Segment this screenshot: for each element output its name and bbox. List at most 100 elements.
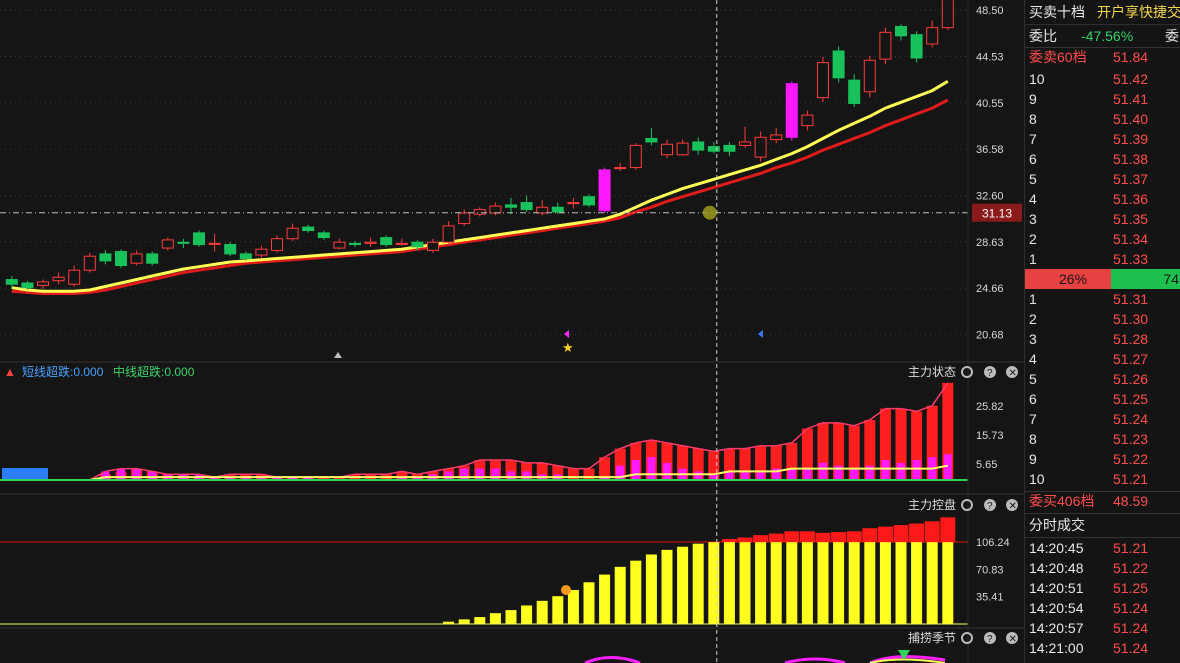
- candle[interactable]: [770, 127, 783, 144]
- gear-icon[interactable]: [961, 366, 973, 378]
- sell-level-row[interactable]: 5 51.37: [1025, 169, 1180, 189]
- candle[interactable]: [505, 197, 517, 215]
- candle[interactable]: [879, 27, 892, 64]
- candle[interactable]: [583, 194, 595, 208]
- sell-level-row[interactable]: 1 51.33: [1025, 249, 1180, 269]
- candle[interactable]: [442, 221, 455, 245]
- candle[interactable]: [645, 127, 658, 146]
- close-icon[interactable]: [1006, 499, 1018, 511]
- candle[interactable]: [255, 245, 268, 259]
- trade-row[interactable]: 14:20:51 51.25: [1025, 578, 1180, 598]
- buy-level-row[interactable]: 2 51.30: [1025, 309, 1180, 329]
- candle[interactable]: [614, 162, 627, 172]
- candle[interactable]: [848, 74, 861, 107]
- candle[interactable]: [21, 280, 34, 291]
- trade-row[interactable]: 14:21:00 51.24: [1025, 638, 1180, 658]
- sell-level-row[interactable]: 10 51.42: [1025, 69, 1180, 89]
- candle[interactable]: [754, 131, 767, 162]
- candle[interactable]: [239, 251, 252, 261]
- candle[interactable]: [427, 238, 439, 253]
- candle[interactable]: [146, 251, 159, 266]
- candle[interactable]: [411, 239, 424, 251]
- candle[interactable]: [707, 141, 720, 154]
- gear-icon[interactable]: [961, 499, 973, 511]
- candle[interactable]: [395, 238, 408, 246]
- candle[interactable]: [177, 238, 190, 249]
- buy-level-row[interactable]: 3 51.28: [1025, 329, 1180, 349]
- candle[interactable]: [99, 250, 112, 265]
- candle[interactable]: [161, 237, 174, 251]
- trade-row[interactable]: 14:20:48 51.22: [1025, 558, 1180, 578]
- candle[interactable]: [208, 234, 221, 252]
- fishing-season-panel[interactable]: [0, 627, 1024, 663]
- candle[interactable]: [551, 202, 564, 215]
- sell-level-row[interactable]: 9 51.41: [1025, 89, 1180, 109]
- candle[interactable]: [801, 110, 814, 131]
- candle[interactable]: [692, 137, 705, 155]
- candle[interactable]: [224, 242, 237, 257]
- candle[interactable]: [364, 237, 377, 247]
- sell-level-row[interactable]: 3 51.35: [1025, 209, 1180, 229]
- candle[interactable]: [926, 20, 939, 48]
- candle[interactable]: [333, 238, 346, 250]
- candle[interactable]: [68, 265, 81, 287]
- sell-level-row[interactable]: 7 51.39: [1025, 129, 1180, 149]
- candle[interactable]: [83, 252, 96, 273]
- candle[interactable]: [739, 126, 751, 148]
- candle[interactable]: [317, 230, 330, 240]
- help-icon[interactable]: [984, 366, 996, 378]
- buy-level-row[interactable]: 5 51.26: [1025, 369, 1180, 389]
- help-icon[interactable]: [984, 632, 996, 644]
- tab-order-book[interactable]: 买卖十档: [1029, 4, 1085, 20]
- close-icon[interactable]: [1006, 632, 1018, 644]
- candle[interactable]: [5, 276, 18, 288]
- buy-level-row[interactable]: 4 51.27: [1025, 349, 1180, 369]
- candle[interactable]: [832, 46, 845, 83]
- candle[interactable]: [910, 31, 923, 63]
- candle[interactable]: [723, 141, 736, 156]
- main-force-state-panel[interactable]: 25.82 15.73 5.65: [0, 361, 1024, 481]
- candle[interactable]: [629, 143, 642, 170]
- candle[interactable]: [785, 81, 798, 141]
- tab-open-account[interactable]: 开户享快捷交: [1097, 4, 1180, 20]
- sell-level-row[interactable]: 4 51.36: [1025, 189, 1180, 209]
- candle[interactable]: [458, 209, 471, 226]
- candle[interactable]: [676, 139, 689, 156]
- candle[interactable]: [895, 24, 907, 41]
- sell-level-row[interactable]: 2 51.34: [1025, 229, 1180, 249]
- candle[interactable]: [286, 223, 299, 242]
- sell-level-row[interactable]: 8 51.40: [1025, 109, 1180, 129]
- trade-row[interactable]: 14:20:54 51.24: [1025, 598, 1180, 618]
- close-icon[interactable]: [1006, 366, 1018, 378]
- candle[interactable]: [271, 235, 283, 253]
- candle[interactable]: [349, 241, 361, 247]
- candle[interactable]: [817, 56, 829, 103]
- candle[interactable]: [598, 167, 611, 214]
- candle[interactable]: [941, 0, 954, 30]
- candle[interactable]: [37, 279, 49, 289]
- candle[interactable]: [661, 139, 673, 159]
- candle[interactable]: [567, 197, 580, 209]
- buy-level-row[interactable]: 10 51.21: [1025, 469, 1180, 489]
- chart-area[interactable]: 48.50 44.53 40.55 36.58 32.60 28.63 24.66 20.68…: [0, 0, 1024, 663]
- candle[interactable]: [302, 224, 315, 233]
- candle[interactable]: [520, 195, 533, 212]
- buy-level-row[interactable]: 6 51.25: [1025, 389, 1180, 409]
- candle[interactable]: [52, 272, 65, 285]
- sell-level-row[interactable]: 6 51.38: [1025, 149, 1180, 169]
- candle[interactable]: [380, 235, 393, 247]
- candle[interactable]: [193, 230, 205, 247]
- candle[interactable]: [115, 249, 127, 268]
- candle[interactable]: [473, 207, 486, 217]
- candle[interactable]: [863, 55, 876, 98]
- main-force-control-panel[interactable]: 106.24 70.83 35.41: [0, 493, 1024, 625]
- buy-level-row[interactable]: 1 51.31: [1025, 289, 1180, 309]
- candle[interactable]: [489, 202, 502, 216]
- help-icon[interactable]: [984, 499, 996, 511]
- trade-row[interactable]: 14:20:57 51.24: [1025, 618, 1180, 638]
- buy-level-row[interactable]: 9 51.22: [1025, 449, 1180, 469]
- candle[interactable]: [130, 250, 143, 266]
- gear-icon[interactable]: [961, 632, 973, 644]
- price-panel[interactable]: 48.50 44.53 40.55 36.58 32.60 28.63 24.66 20.68…: [0, 0, 1022, 342]
- buy-level-row[interactable]: 8 51.23: [1025, 429, 1180, 449]
